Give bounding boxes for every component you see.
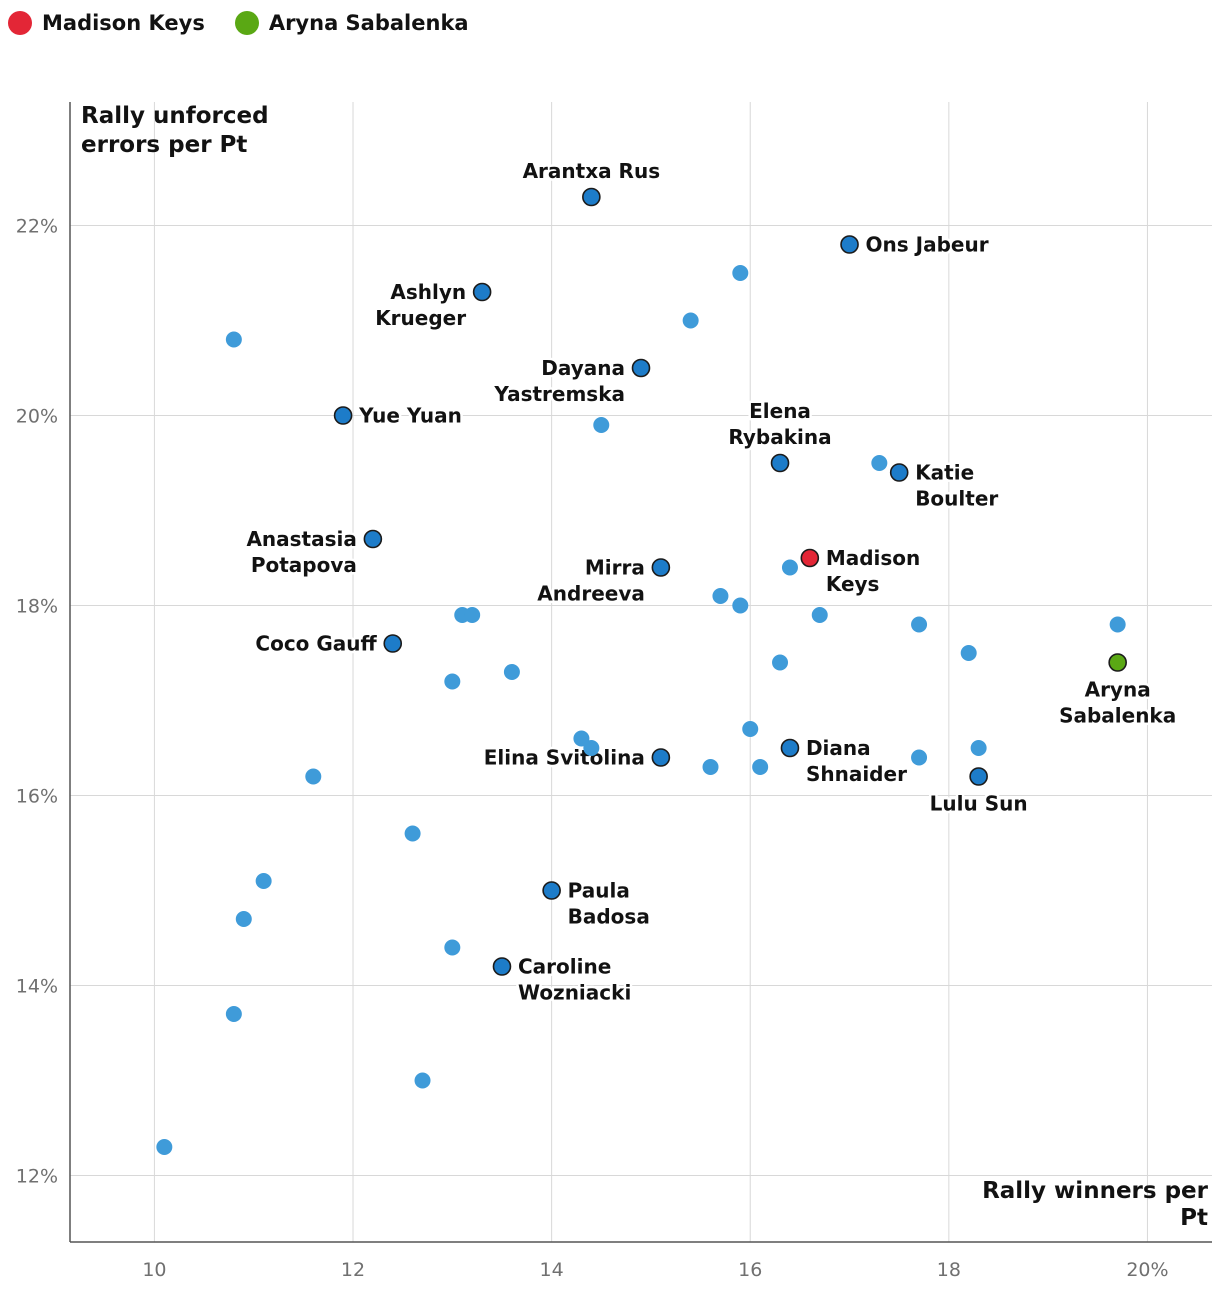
x-tick-label-16: 16 — [738, 1259, 762, 1281]
data-point-11 — [911, 616, 928, 633]
point-lulu-sun — [969, 767, 988, 786]
label-madison-keys: Madison Keys — [826, 546, 920, 596]
point-labels: Arantxa Rus Ons Jabeur Ashlyn Krueger Dayana… — [244, 157, 1179, 1008]
point-dayana-yastremska — [631, 358, 651, 378]
data-point-30 — [414, 1072, 431, 1089]
data-point-23 — [970, 740, 987, 756]
label-mirra-andreeva: Mirra Andreeva — [537, 556, 645, 606]
label-ons-jabeur: Ons Jabeur — [866, 233, 989, 257]
grid-layer — [70, 102, 1212, 1242]
label-coco-gauff: Coco Gauff — [255, 632, 377, 656]
data-point-28 — [444, 939, 461, 956]
legend-label-madison-keys: Madison Keys — [42, 11, 205, 35]
data-point-31 — [156, 1139, 173, 1155]
label-paula-badosa: Paula Badosa — [568, 879, 650, 929]
y-tick-label-18: 18% — [16, 596, 58, 618]
point-yue-yuan — [333, 406, 353, 425]
data-point-26 — [255, 873, 272, 889]
data-point-29 — [225, 1006, 242, 1022]
point-mirra-andreeva — [651, 558, 671, 577]
label-ashlyn-krueger: Ashlyn Krueger — [375, 280, 466, 330]
point-elena-rybakina — [770, 453, 790, 473]
data-point-19 — [573, 730, 590, 747]
label-elina-svitolina: Elina Svitolina — [484, 746, 645, 770]
tick-layer: 10 12 14 16 18 20% 12% 14% 16% 18% 20% 22% — [16, 216, 1169, 1282]
data-point-16 — [444, 673, 461, 690]
axis-layer — [69, 102, 1212, 1243]
y-axis-title: Rally unforced errors per Pt — [81, 103, 269, 158]
legend-dot-aryna-sabalenka — [234, 11, 259, 35]
data-point-3 — [593, 417, 610, 433]
data-point-27 — [235, 911, 252, 927]
label-anastasia-potapova: Anastasia Potapova — [246, 527, 356, 577]
axis-titles: Rally unforced errors per Pt Rally winners… — [81, 103, 1209, 1231]
data-point-22 — [911, 749, 928, 766]
data-point-7 — [464, 607, 481, 623]
point-coco-gauff — [383, 634, 403, 653]
label-lulu-sun: Lulu Sun — [930, 792, 1028, 816]
data-point-14 — [772, 654, 789, 671]
point-caroline-wozniacki — [492, 957, 512, 976]
data-point-13 — [960, 645, 977, 661]
point-paula-badosa — [542, 881, 561, 900]
data-point-1 — [732, 265, 749, 281]
points-layer — [156, 187, 1127, 1155]
legend: Madison Keys Aryna Sabalenka — [8, 8, 499, 38]
y-tick-label-12: 12% — [16, 1166, 58, 1188]
label-elena-rybakina: Elena Rybakina — [728, 399, 831, 449]
data-point-17 — [742, 721, 759, 737]
point-arantxa-rus — [582, 187, 601, 207]
legend-label-aryna-sabalenka: Aryna Sabalenka — [268, 11, 469, 35]
label-katie-boulter: Katie Boulter — [915, 461, 998, 511]
data-point-10 — [811, 607, 828, 623]
point-anastasia-potapova — [363, 529, 383, 549]
data-point-20 — [702, 759, 719, 775]
data-point-8 — [712, 588, 729, 604]
data-point-24 — [305, 768, 322, 785]
data-point-25 — [404, 825, 421, 842]
point-ons-jabeur — [840, 235, 859, 254]
label-arantxa-rus: Arantxa Rus — [523, 159, 661, 183]
data-point-21 — [752, 759, 769, 775]
y-tick-label-14: 14% — [16, 976, 58, 998]
x-tick-label-10: 10 — [142, 1259, 166, 1281]
label-yue-yuan: Yue Yuan — [358, 404, 462, 428]
label-dayana-yastremska: Dayana Yastremska — [493, 356, 625, 406]
label-caroline-wozniacki: Caroline Wozniacki — [518, 955, 631, 1005]
legend-item-madison-keys: Madison Keys — [8, 11, 205, 35]
data-point-12 — [1109, 616, 1126, 633]
x-tick-label-12: 12 — [341, 1259, 365, 1281]
y-tick-label-20: 20% — [16, 406, 58, 428]
point-madison-keys — [800, 548, 820, 568]
legend-dot-madison-keys — [8, 11, 32, 35]
data-point-9 — [732, 597, 749, 614]
point-katie-boulter — [889, 463, 909, 482]
point-diana-shnaider — [780, 738, 800, 758]
legend-item-aryna-sabalenka: Aryna Sabalenka — [234, 11, 469, 35]
x-tick-label-18: 18 — [937, 1259, 961, 1281]
label-diana-shnaider: Diana Shnaider — [806, 736, 907, 786]
data-point-5 — [781, 559, 798, 576]
point-ashlyn-krueger — [472, 282, 492, 302]
x-tick-label-14: 14 — [540, 1259, 564, 1281]
label-aryna-sabalenka: Aryna Sabalenka — [1059, 678, 1176, 728]
data-point-15 — [503, 664, 520, 680]
y-tick-label-16: 16% — [16, 786, 58, 808]
x-axis-title: Rally winners per Pt — [982, 1178, 1209, 1231]
data-point-4 — [871, 455, 888, 471]
y-tick-label-22: 22% — [16, 216, 58, 238]
x-tick-label-20: 20% — [1126, 1259, 1168, 1281]
data-point-2 — [682, 312, 699, 329]
point-aryna-sabalenka — [1108, 653, 1127, 672]
data-point-0 — [225, 331, 242, 348]
point-elina-svitolina — [651, 748, 671, 767]
data-point-18 — [583, 740, 600, 756]
